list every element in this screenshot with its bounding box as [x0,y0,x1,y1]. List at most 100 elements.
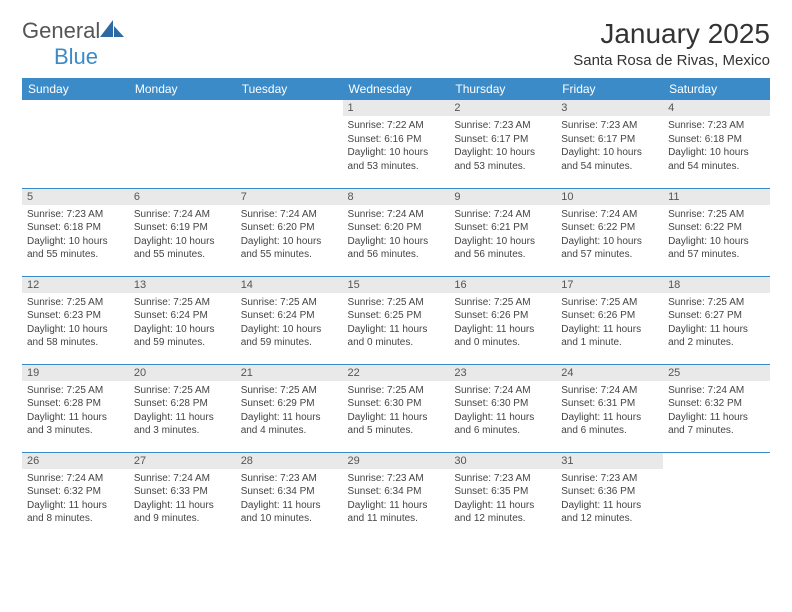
day-number: 1 [343,100,450,116]
day-number: 18 [663,277,770,293]
day-info: Sunrise: 7:24 AMSunset: 6:30 PMDaylight:… [449,381,556,441]
day-number: 9 [449,189,556,205]
day-info: Sunrise: 7:25 AMSunset: 6:23 PMDaylight:… [22,293,129,353]
calendar-day: 3Sunrise: 7:23 AMSunset: 6:17 PMDaylight… [556,100,663,188]
weekday-header: Thursday [449,78,556,100]
day-number: 25 [663,365,770,381]
calendar-day: 7Sunrise: 7:24 AMSunset: 6:20 PMDaylight… [236,188,343,276]
day-number: 4 [663,100,770,116]
day-info: Sunrise: 7:23 AMSunset: 6:36 PMDaylight:… [556,469,663,529]
calendar-day: 29Sunrise: 7:23 AMSunset: 6:34 PMDayligh… [343,452,450,540]
day-number: 29 [343,453,450,469]
day-number: 30 [449,453,556,469]
calendar-day: 10Sunrise: 7:24 AMSunset: 6:22 PMDayligh… [556,188,663,276]
day-info: Sunrise: 7:25 AMSunset: 6:24 PMDaylight:… [129,293,236,353]
day-number: 6 [129,189,236,205]
day-info: Sunrise: 7:23 AMSunset: 6:35 PMDaylight:… [449,469,556,529]
day-number: 7 [236,189,343,205]
calendar-day: 6Sunrise: 7:24 AMSunset: 6:19 PMDaylight… [129,188,236,276]
sail-icon [100,20,126,38]
weekday-header: Monday [129,78,236,100]
day-number: 16 [449,277,556,293]
calendar-day: 12Sunrise: 7:25 AMSunset: 6:23 PMDayligh… [22,276,129,364]
day-number: 5 [22,189,129,205]
calendar-day: 5Sunrise: 7:23 AMSunset: 6:18 PMDaylight… [22,188,129,276]
calendar-week: 26Sunrise: 7:24 AMSunset: 6:32 PMDayligh… [22,452,770,540]
day-number: 3 [556,100,663,116]
calendar-day: 24Sunrise: 7:24 AMSunset: 6:31 PMDayligh… [556,364,663,452]
day-info: Sunrise: 7:25 AMSunset: 6:26 PMDaylight:… [556,293,663,353]
day-info: Sunrise: 7:23 AMSunset: 6:34 PMDaylight:… [236,469,343,529]
day-number: 15 [343,277,450,293]
weekday-header: Sunday [22,78,129,100]
day-number: 20 [129,365,236,381]
calendar-day: 30Sunrise: 7:23 AMSunset: 6:35 PMDayligh… [449,452,556,540]
brand-name-2: Blue [54,44,98,69]
calendar-day: 9Sunrise: 7:24 AMSunset: 6:21 PMDaylight… [449,188,556,276]
calendar-day: 17Sunrise: 7:25 AMSunset: 6:26 PMDayligh… [556,276,663,364]
day-number: 23 [449,365,556,381]
calendar-day: 21Sunrise: 7:25 AMSunset: 6:29 PMDayligh… [236,364,343,452]
calendar-day: 13Sunrise: 7:25 AMSunset: 6:24 PMDayligh… [129,276,236,364]
calendar-body: ......1Sunrise: 7:22 AMSunset: 6:16 PMDa… [22,100,770,540]
day-info: Sunrise: 7:24 AMSunset: 6:21 PMDaylight:… [449,205,556,265]
day-number: 19 [22,365,129,381]
day-info: Sunrise: 7:24 AMSunset: 6:32 PMDaylight:… [663,381,770,441]
day-number: 21 [236,365,343,381]
calendar-day: 8Sunrise: 7:24 AMSunset: 6:20 PMDaylight… [343,188,450,276]
calendar-day: .. [236,100,343,188]
header: General Blue January 2025 Santa Rosa de … [22,18,770,70]
day-number: 24 [556,365,663,381]
day-info: Sunrise: 7:25 AMSunset: 6:28 PMDaylight:… [129,381,236,441]
title-block: January 2025 Santa Rosa de Rivas, Mexico [573,18,770,69]
day-number: 13 [129,277,236,293]
day-number: 27 [129,453,236,469]
calendar-day: 28Sunrise: 7:23 AMSunset: 6:34 PMDayligh… [236,452,343,540]
day-info: Sunrise: 7:24 AMSunset: 6:33 PMDaylight:… [129,469,236,529]
calendar-day: .. [129,100,236,188]
day-number: 10 [556,189,663,205]
weekday-header: Wednesday [343,78,450,100]
day-number: 12 [22,277,129,293]
day-info: Sunrise: 7:25 AMSunset: 6:25 PMDaylight:… [343,293,450,353]
calendar-day: 2Sunrise: 7:23 AMSunset: 6:17 PMDaylight… [449,100,556,188]
day-info: Sunrise: 7:23 AMSunset: 6:18 PMDaylight:… [663,116,770,176]
day-number: 28 [236,453,343,469]
calendar-day: 26Sunrise: 7:24 AMSunset: 6:32 PMDayligh… [22,452,129,540]
calendar-day: 4Sunrise: 7:23 AMSunset: 6:18 PMDaylight… [663,100,770,188]
day-info: Sunrise: 7:23 AMSunset: 6:18 PMDaylight:… [22,205,129,265]
day-number: 2 [449,100,556,116]
day-info: Sunrise: 7:24 AMSunset: 6:31 PMDaylight:… [556,381,663,441]
calendar-day: 27Sunrise: 7:24 AMSunset: 6:33 PMDayligh… [129,452,236,540]
calendar-day: 15Sunrise: 7:25 AMSunset: 6:25 PMDayligh… [343,276,450,364]
calendar-day: 11Sunrise: 7:25 AMSunset: 6:22 PMDayligh… [663,188,770,276]
calendar-table: SundayMondayTuesdayWednesdayThursdayFrid… [22,78,770,540]
calendar-day: .. [22,100,129,188]
day-number: 8 [343,189,450,205]
day-info: Sunrise: 7:23 AMSunset: 6:17 PMDaylight:… [556,116,663,176]
day-number: 22 [343,365,450,381]
brand-name: General Blue [22,18,126,70]
day-info: Sunrise: 7:23 AMSunset: 6:34 PMDaylight:… [343,469,450,529]
weekday-header: Friday [556,78,663,100]
calendar-day: 14Sunrise: 7:25 AMSunset: 6:24 PMDayligh… [236,276,343,364]
day-info: Sunrise: 7:22 AMSunset: 6:16 PMDaylight:… [343,116,450,176]
calendar-day: .. [663,452,770,540]
calendar-day: 19Sunrise: 7:25 AMSunset: 6:28 PMDayligh… [22,364,129,452]
calendar-week: 19Sunrise: 7:25 AMSunset: 6:28 PMDayligh… [22,364,770,452]
day-info: Sunrise: 7:25 AMSunset: 6:30 PMDaylight:… [343,381,450,441]
day-number: 11 [663,189,770,205]
calendar-day: 22Sunrise: 7:25 AMSunset: 6:30 PMDayligh… [343,364,450,452]
calendar-day: 25Sunrise: 7:24 AMSunset: 6:32 PMDayligh… [663,364,770,452]
calendar-day: 18Sunrise: 7:25 AMSunset: 6:27 PMDayligh… [663,276,770,364]
calendar-day: 20Sunrise: 7:25 AMSunset: 6:28 PMDayligh… [129,364,236,452]
calendar-day: 31Sunrise: 7:23 AMSunset: 6:36 PMDayligh… [556,452,663,540]
day-info: Sunrise: 7:25 AMSunset: 6:24 PMDaylight:… [236,293,343,353]
day-info: Sunrise: 7:24 AMSunset: 6:20 PMDaylight:… [343,205,450,265]
day-info: Sunrise: 7:24 AMSunset: 6:20 PMDaylight:… [236,205,343,265]
calendar-week: ......1Sunrise: 7:22 AMSunset: 6:16 PMDa… [22,100,770,188]
day-info: Sunrise: 7:25 AMSunset: 6:26 PMDaylight:… [449,293,556,353]
day-info: Sunrise: 7:25 AMSunset: 6:27 PMDaylight:… [663,293,770,353]
day-info: Sunrise: 7:25 AMSunset: 6:22 PMDaylight:… [663,205,770,265]
calendar-week: 12Sunrise: 7:25 AMSunset: 6:23 PMDayligh… [22,276,770,364]
